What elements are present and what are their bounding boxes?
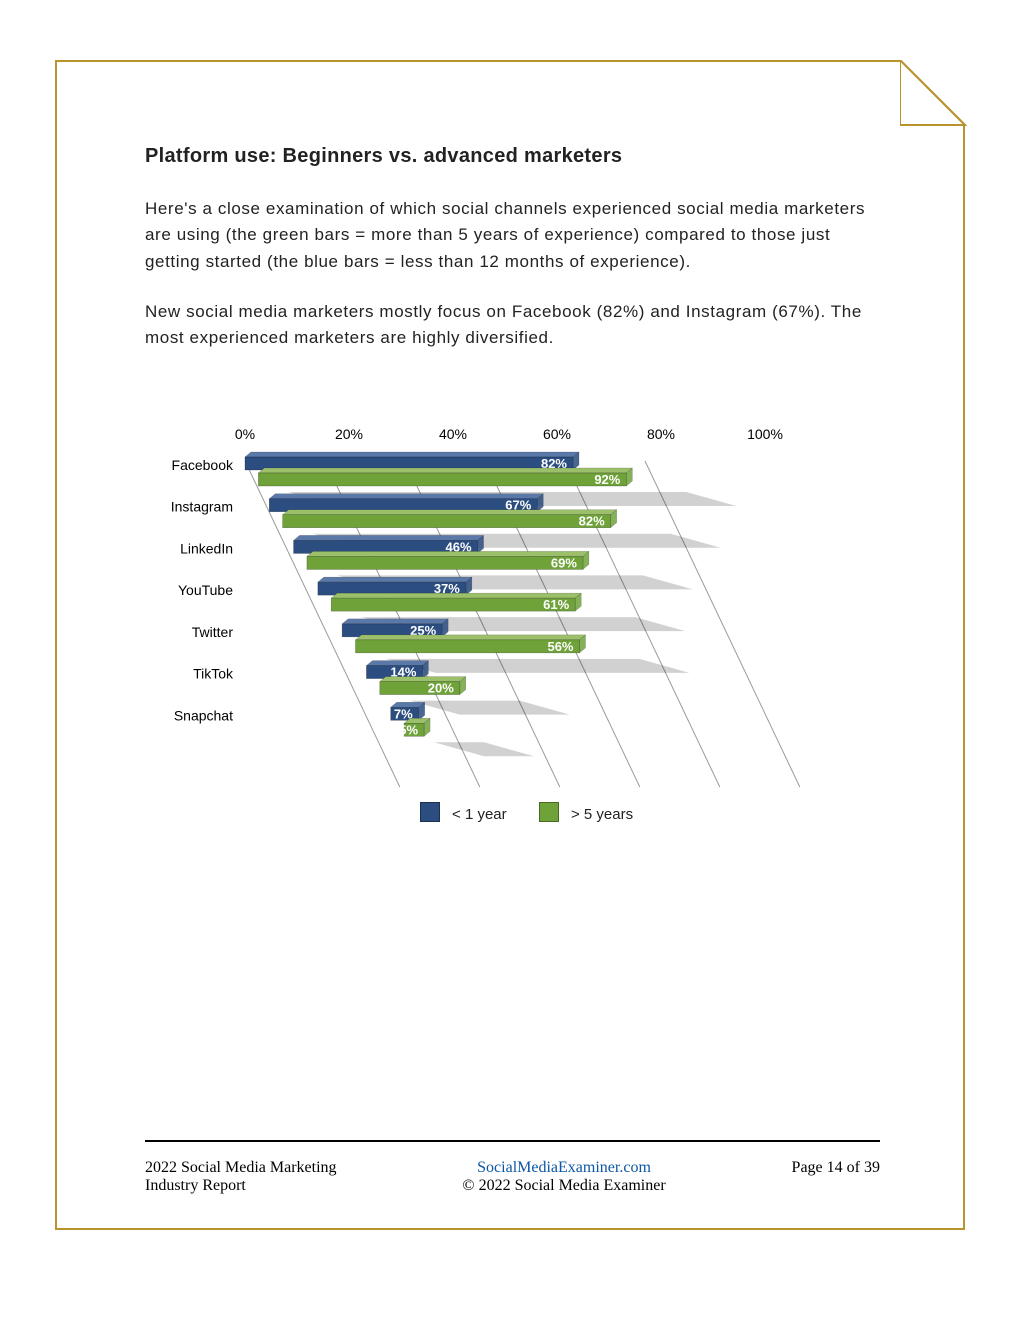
legend-label-b: > 5 years xyxy=(571,806,633,823)
footer-copyright: © 2022 Social Media Examiner xyxy=(462,1177,665,1195)
svg-text:LinkedIn: LinkedIn xyxy=(180,540,233,556)
footer-center: SocialMediaExaminer.com © 2022 Social Me… xyxy=(462,1159,665,1195)
svg-text:80%: 80% xyxy=(647,426,675,442)
footer-report-title-1: 2022 Social Media Marketing xyxy=(145,1159,337,1177)
page-content: Platform use: Beginners vs. advanced mar… xyxy=(55,60,965,823)
footer-rule xyxy=(145,1140,880,1142)
svg-text:TikTok: TikTok xyxy=(193,665,234,681)
platform-use-chart: 0% 20% 40% 60% 80% 100% Facebook 82% 92% Instagra… xyxy=(145,387,880,823)
intro-paragraph-2: New social media marketers mostly focus … xyxy=(145,299,880,352)
svg-text:20%: 20% xyxy=(335,426,363,442)
svg-text:YouTube: YouTube xyxy=(178,582,233,598)
intro-paragraph-1: Here's a close examination of which soci… xyxy=(145,196,880,275)
svg-text:82%: 82% xyxy=(579,513,605,528)
svg-text:100%: 100% xyxy=(747,426,783,442)
footer-link[interactable]: SocialMediaExaminer.com xyxy=(477,1159,651,1176)
report-page: Platform use: Beginners vs. advanced mar… xyxy=(0,0,1020,1320)
section-title: Platform use: Beginners vs. advanced mar… xyxy=(145,145,880,168)
svg-text:Twitter: Twitter xyxy=(192,624,234,640)
svg-text:Snapchat: Snapchat xyxy=(174,707,233,723)
svg-text:69%: 69% xyxy=(551,555,577,570)
page-fold-corner xyxy=(900,60,965,125)
chart-svg: 0% 20% 40% 60% 80% 100% Facebook 82% 92% Instagra… xyxy=(145,387,885,787)
svg-text:40%: 40% xyxy=(439,426,467,442)
svg-text:0%: 0% xyxy=(235,426,255,442)
legend-label-a: < 1 year xyxy=(452,806,507,823)
footer-report-title-2: Industry Report xyxy=(145,1177,337,1195)
legend-swatch-green xyxy=(539,802,559,822)
svg-text:20%: 20% xyxy=(428,680,454,695)
svg-text:92%: 92% xyxy=(594,472,620,487)
footer-left: 2022 Social Media Marketing Industry Rep… xyxy=(145,1159,337,1195)
svg-text:60%: 60% xyxy=(543,426,571,442)
footer-page-number: Page 14 of 39 xyxy=(792,1159,880,1195)
svg-text:56%: 56% xyxy=(547,639,573,654)
svg-text:61%: 61% xyxy=(543,597,569,612)
svg-text:Facebook: Facebook xyxy=(172,457,234,473)
page-footer: 2022 Social Media Marketing Industry Rep… xyxy=(145,1159,880,1195)
chart-legend: < 1 year > 5 years xyxy=(145,802,880,823)
svg-text:5%: 5% xyxy=(399,722,418,737)
legend-swatch-blue xyxy=(420,802,440,822)
svg-text:Instagram: Instagram xyxy=(171,498,233,514)
